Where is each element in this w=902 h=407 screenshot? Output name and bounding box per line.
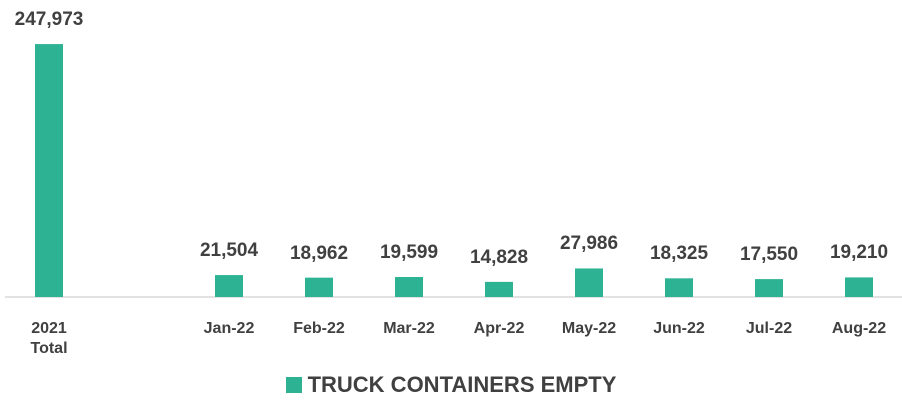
- bar: [485, 281, 513, 297]
- data-label: 19,599: [379, 242, 439, 263]
- data-label: 18,325: [649, 243, 709, 265]
- data-label: 19,210: [829, 242, 889, 264]
- x-tick-label: Apr-22: [473, 320, 525, 337]
- data-label: 17,550: [739, 244, 799, 266]
- bar: [665, 278, 693, 297]
- x-tick-label: Aug-22: [831, 320, 887, 337]
- x-tick-label: 2021 Total: [30, 320, 68, 357]
- bar: [755, 279, 783, 297]
- x-tick-label: May-22: [561, 320, 617, 337]
- bar: [305, 277, 333, 297]
- data-label: 21,504: [199, 240, 259, 262]
- bar: [845, 277, 873, 297]
- data-label: 27,986: [559, 233, 619, 255]
- x-tick-label: Jun-22: [653, 320, 705, 337]
- data-label: 247,973: [14, 9, 84, 31]
- data-label: 18,962: [289, 242, 349, 264]
- bar: [395, 277, 423, 297]
- bar: [215, 275, 243, 297]
- data-label: 14,828: [469, 246, 529, 268]
- legend-label: TRUCK CONTAINERS EMPTY: [307, 372, 617, 397]
- bar: [575, 268, 603, 297]
- x-tick-label: Jul-22: [745, 320, 793, 337]
- bar: [35, 44, 63, 298]
- legend-swatch: [285, 377, 302, 393]
- x-tick-label: Feb-22: [293, 320, 345, 337]
- legend: TRUCK CONTAINERS EMPTY: [0, 372, 902, 398]
- x-tick-label: Mar-22: [383, 320, 435, 337]
- x-tick-label: Jan-22: [203, 320, 255, 337]
